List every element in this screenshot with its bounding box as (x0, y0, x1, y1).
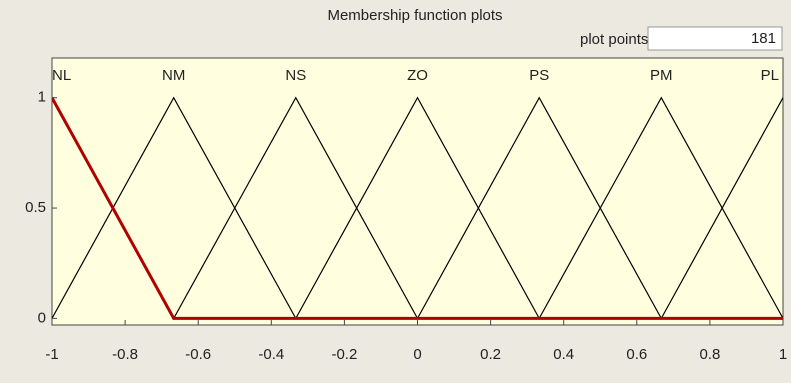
x-tick-label: 0.6 (626, 346, 647, 363)
series-label: NL (52, 67, 71, 84)
membership-line (52, 96, 297, 319)
x-tick-label: 0.2 (480, 346, 501, 363)
x-tick-label: 0.4 (553, 346, 574, 363)
plot-points-value: 181 (751, 30, 776, 47)
plot-lines (52, 96, 783, 320)
plot-points-label: plot points: (580, 31, 653, 48)
plot-points-input[interactable] (647, 26, 783, 51)
series-label: PS (529, 67, 549, 84)
membership-line (660, 96, 783, 319)
series-label: PL (761, 67, 779, 84)
membership-line (538, 96, 783, 319)
plot-area (51, 57, 784, 326)
x-tick-label: -0.6 (185, 346, 211, 363)
membership-line (52, 96, 783, 320)
chart-title: Membership function plots (327, 7, 502, 24)
series-label: NS (285, 67, 306, 84)
series-label: PM (650, 67, 673, 84)
x-tick-label: 0 (413, 346, 421, 363)
y-tick-label: 0.5 (25, 199, 46, 216)
series-label: ZO (407, 67, 428, 84)
series-label: NM (162, 67, 185, 84)
x-tick-label: 0.8 (699, 346, 720, 363)
x-tick-label: -0.8 (112, 346, 138, 363)
membership-line (295, 96, 540, 319)
y-tick-label: 0 (38, 309, 46, 326)
membership-line (416, 96, 662, 319)
x-tick-label: -0.4 (258, 346, 284, 363)
x-tick-label: -1 (45, 346, 58, 363)
y-tick-label: 1 (38, 89, 46, 106)
membership-line (173, 96, 419, 319)
x-tick-label: 1 (779, 346, 787, 363)
x-tick-label: -0.2 (331, 346, 357, 363)
